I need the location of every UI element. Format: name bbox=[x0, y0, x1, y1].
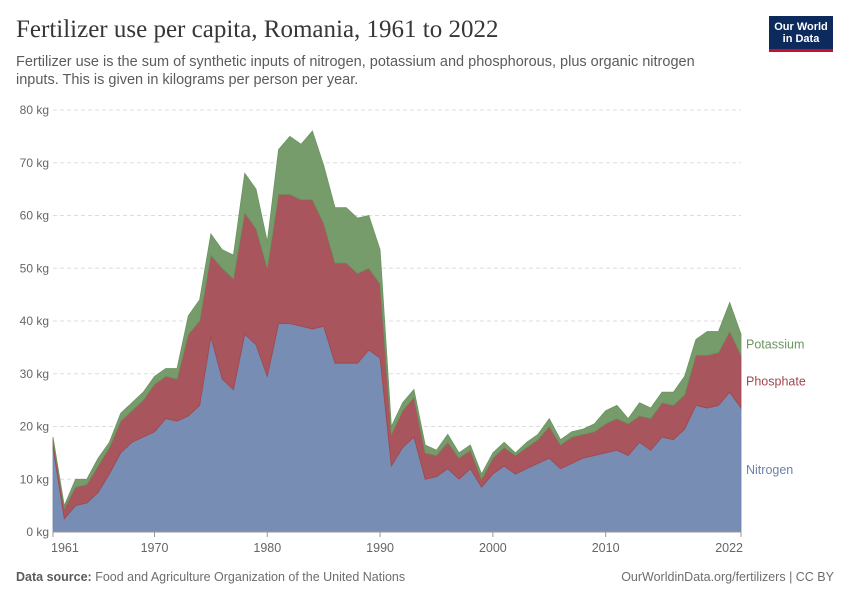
data-source: Data source: Food and Agriculture Organi… bbox=[16, 570, 405, 584]
x-tick-label: 2010 bbox=[592, 541, 620, 555]
axis-layer: 0 kg 10 kg 20 kg 30 kg 40 kg 50 kg 60 kg 70 kg 8… bbox=[20, 103, 743, 555]
y-tick-label: 50 kg bbox=[20, 261, 49, 275]
legend-label-nitrogen[interactable]: Nitrogen bbox=[746, 463, 793, 477]
logo-line-1: Our World bbox=[774, 21, 828, 33]
y-tick-label: 80 kg bbox=[20, 103, 49, 117]
y-tick-label: 40 kg bbox=[20, 314, 49, 328]
x-tick-label: 1980 bbox=[253, 541, 281, 555]
legend-label-potassium[interactable]: Potassium bbox=[746, 338, 804, 352]
source-url[interactable]: OurWorldinData.org/fertilizers | CC BY bbox=[621, 570, 834, 584]
area-layer bbox=[52, 130, 742, 533]
y-tick-label: 10 kg bbox=[20, 472, 49, 486]
x-tick-label: 1990 bbox=[366, 541, 394, 555]
y-tick-label: 0 kg bbox=[26, 525, 49, 539]
y-tick-label: 70 kg bbox=[20, 156, 49, 170]
x-tick-label: 2000 bbox=[479, 541, 507, 555]
logo-line-2: in Data bbox=[782, 33, 820, 45]
owid-logo[interactable]: Our World in Data bbox=[769, 16, 833, 52]
legend-labels: Nitrogen Phosphate Potassium bbox=[746, 338, 806, 477]
area-potassium[interactable] bbox=[52, 130, 742, 510]
x-tick-label: 1970 bbox=[141, 541, 169, 555]
chart-title: Fertilizer use per capita, Romania, 1961… bbox=[16, 16, 499, 43]
data-source-label: Data source: bbox=[16, 570, 92, 584]
chart-subtitle: Fertilizer use is the sum of synthetic i… bbox=[16, 54, 695, 88]
x-tick-label: 1961 bbox=[51, 541, 79, 555]
y-tick-label: 20 kg bbox=[20, 420, 49, 434]
x-tick-label: 2022 bbox=[715, 541, 743, 555]
legend-label-phosphate[interactable]: Phosphate bbox=[746, 375, 806, 389]
y-tick-label: 30 kg bbox=[20, 367, 49, 381]
y-tick-label: 60 kg bbox=[20, 209, 49, 223]
data-source-text[interactable]: Food and Agriculture Organization of the… bbox=[95, 570, 406, 584]
